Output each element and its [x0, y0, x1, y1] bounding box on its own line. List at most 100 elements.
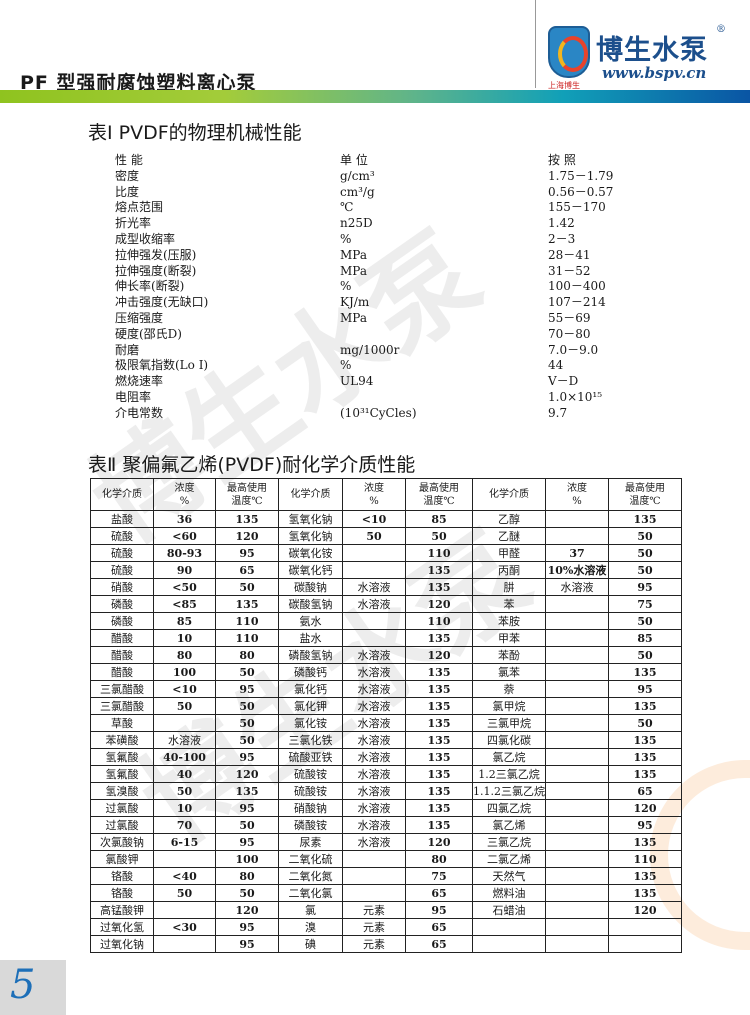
- cell-max-temperature: 50: [608, 714, 682, 732]
- cell-max-temperature: 75: [405, 867, 473, 885]
- cell-max-temperature: 135: [405, 680, 473, 698]
- table-row: 铬酸 50 50 二氧化氯 65 燃料油 135: [90, 884, 682, 902]
- property-name-column: 性 能密度 比度 熔点范围 折光率 成型收缩率 拉伸强发(压服) 拉伸强度(断裂) 伸长率(断…: [115, 153, 208, 422]
- table-row: 高锰酸钾 120 氯元素 95 石蜡油 120: [90, 901, 682, 919]
- cell-chemical: 磷酸: [90, 595, 154, 613]
- cell-concentration: [545, 510, 609, 528]
- cell-chemical: 磷酸铵: [278, 816, 343, 834]
- cell-max-temperature: 135: [608, 731, 682, 749]
- cell-concentration: [545, 731, 609, 749]
- cell-max-temperature: 80: [215, 646, 279, 664]
- cell-max-temperature: 135: [215, 510, 279, 528]
- property-name: 硬度(邵氏D): [115, 326, 182, 341]
- cell-concentration: 水溶液: [342, 833, 406, 851]
- cell-chemical: 磷酸氢钠: [278, 646, 343, 664]
- property-value: 70－80: [548, 326, 591, 341]
- cell-max-temperature: 65: [405, 884, 473, 902]
- cell-max-temperature: 135: [608, 697, 682, 715]
- cell-chemical: 碘: [278, 935, 343, 953]
- property-unit: g/cm³: [340, 168, 375, 183]
- column-header: 化学介质: [90, 478, 154, 511]
- cell-concentration: 水溶液: [342, 799, 406, 817]
- cell-chemical: 四氯化碳: [472, 731, 546, 749]
- property-unit: cm³/g: [340, 184, 375, 199]
- cell-chemical: 过氯酸: [90, 799, 154, 817]
- property-value: 28－41: [548, 247, 591, 262]
- cell-chemical: 硝酸: [90, 578, 154, 596]
- cell-concentration: 50: [153, 782, 216, 800]
- table-row: 盐酸 36 135 氢氧化钠 <10 85 乙醇 135: [90, 510, 682, 528]
- cell-chemical: 尿素: [278, 833, 343, 851]
- registered-mark: ®: [716, 24, 726, 35]
- cell-max-temperature: 65: [405, 918, 473, 936]
- cell-concentration: [153, 935, 216, 953]
- cell-chemical: 磷酸: [90, 612, 154, 630]
- cell-concentration: [545, 663, 609, 681]
- column-header: 最高使用 温度℃: [405, 478, 473, 511]
- cell-max-temperature: 50: [215, 578, 279, 596]
- cell-concentration: 70: [153, 816, 216, 834]
- brand-url: www.bspv.cn: [602, 64, 707, 82]
- cell-max-temperature: 135: [405, 629, 473, 647]
- property-value: 44: [548, 358, 564, 373]
- cell-chemical: 氢氧化钠: [278, 527, 343, 545]
- table-row: 磷酸 <85 135 碳酸氢钠 水溶液 120 苯 75: [90, 595, 682, 613]
- cell-max-temperature: 95: [215, 544, 279, 562]
- cell-max-temperature: 50: [215, 697, 279, 715]
- cell-chemical: 氯: [278, 901, 343, 919]
- cell-chemical: [472, 935, 546, 953]
- column-header: 浓度 %: [153, 478, 216, 511]
- cell-max-temperature: 95: [608, 816, 682, 834]
- cell-chemical: 氯乙烯: [472, 816, 546, 834]
- cell-max-temperature: 95: [608, 680, 682, 698]
- cell-chemical: 碳酸氢钠: [278, 595, 343, 613]
- property-value: 107－214: [548, 295, 606, 310]
- cell-concentration: 50: [153, 884, 216, 902]
- cell-max-temperature: 50: [608, 544, 682, 562]
- property-name: 介电常数: [115, 405, 164, 420]
- cell-max-temperature: 95: [215, 833, 279, 851]
- cell-concentration: 水溶液: [342, 680, 406, 698]
- cell-concentration: [545, 612, 609, 630]
- cell-chemical: 过氯酸: [90, 816, 154, 834]
- table-row: 磷酸 85 110 氨水 110 苯胺 50: [90, 612, 682, 630]
- cell-chemical: 硫酸: [90, 561, 154, 579]
- cell-chemical: 乙醚: [472, 527, 546, 545]
- cell-concentration: [342, 629, 406, 647]
- cell-chemical: 醋酸: [90, 629, 154, 647]
- cell-chemical: 硫酸亚铁: [278, 748, 343, 766]
- cell-concentration: 10%水溶液: [545, 561, 609, 579]
- cell-chemical: 碳氧化铵: [278, 544, 343, 562]
- cell-concentration: 水溶液: [342, 578, 406, 596]
- header-color-band: [0, 90, 750, 103]
- cell-max-temperature: 135: [405, 731, 473, 749]
- property-unit: MPa: [340, 247, 367, 262]
- cell-chemical: 1.1.2三氯乙烷: [472, 782, 546, 800]
- table1-title: 表Ⅰ PVDF的物理机械性能: [88, 122, 302, 144]
- cell-chemical: 三氯甲烷: [472, 714, 546, 732]
- cell-concentration: [342, 561, 406, 579]
- cell-max-temperature: 135: [405, 816, 473, 834]
- cell-max-temperature: 110: [405, 544, 473, 562]
- table-row: 硝酸 <50 50 碳酸钠 水溶液 135 肼水溶液 95: [90, 578, 682, 596]
- cell-chemical: 甲苯: [472, 629, 546, 647]
- property-unit: %: [340, 358, 352, 373]
- cell-concentration: [342, 884, 406, 902]
- cell-chemical: 甲醛: [472, 544, 546, 562]
- table-row: 三氯醋酸 50 50 氯化钾 水溶液 135 氯甲烷 135: [90, 697, 682, 715]
- cell-max-temperature: 95: [215, 935, 279, 953]
- property-unit: %: [340, 231, 352, 246]
- cell-concentration: 水溶液: [153, 731, 216, 749]
- cell-max-temperature: 120: [608, 799, 682, 817]
- cell-max-temperature: 120: [405, 833, 473, 851]
- cell-concentration: 6-15: [153, 833, 216, 851]
- cell-max-temperature: 120: [215, 527, 279, 545]
- property-value: 55－69: [548, 310, 591, 325]
- column-header: 最高使用 温度℃: [215, 478, 279, 511]
- page-number: 5: [10, 962, 36, 1008]
- cell-chemical: 四氯乙烷: [472, 799, 546, 817]
- property-value: 0.56－0.57: [548, 184, 614, 199]
- cell-concentration: [545, 816, 609, 834]
- property-unit: UL94: [340, 374, 374, 389]
- cell-chemical: 溴: [278, 918, 343, 936]
